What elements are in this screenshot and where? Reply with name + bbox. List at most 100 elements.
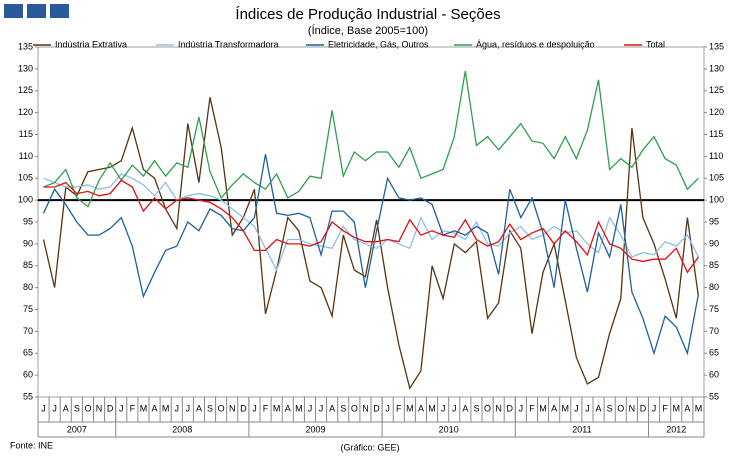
legend-label: Total [646, 39, 665, 49]
x-tick-label: J [119, 403, 124, 413]
y2-tick-label: 130 [709, 63, 724, 73]
x-tick-label: S [207, 403, 213, 413]
x-tick-label: O [351, 403, 358, 413]
x-tick-label: S [607, 403, 613, 413]
series-line [43, 179, 699, 274]
y-tick-label: 120 [18, 107, 33, 117]
year-label: 2011 [572, 424, 591, 434]
x-tick-label: O [218, 403, 225, 413]
x-tick-label: J [308, 403, 313, 413]
x-tick-label: J [52, 403, 57, 413]
y-tick-label: 70 [23, 326, 33, 336]
chart-subtitle: (Índice, Base 2005=100) [308, 24, 428, 37]
y2-tick-label: 60 [709, 370, 719, 380]
y2-tick-label: 95 [709, 216, 719, 226]
x-tick-label: F [263, 403, 269, 413]
logo-block [50, 4, 69, 18]
y2-tick-label: 90 [709, 238, 719, 248]
source: Fonte: INE [10, 440, 53, 450]
plot-area [37, 46, 705, 398]
y-tick-label: 95 [23, 216, 33, 226]
series-line [42, 154, 700, 356]
y-tick-label: 75 [23, 304, 33, 314]
x-tick-label: N [362, 403, 369, 413]
credit: (Gráfico: GEE) [340, 442, 399, 452]
x-tick-label: N [229, 403, 236, 413]
y2-tick-label: 70 [709, 326, 719, 336]
x-tick-label: N [629, 403, 636, 413]
x-tick-label: A [462, 403, 468, 413]
logo-block [27, 4, 46, 18]
x-tick-label: J [385, 403, 390, 413]
y-tick-label: 65 [23, 348, 33, 358]
x-tick-label: J [41, 403, 46, 413]
year-label: 2008 [172, 424, 192, 434]
chart-title: Índices de Produção Industrial - Seções [235, 6, 500, 23]
year-label: 2007 [67, 424, 87, 434]
y2-tick-label: 115 [709, 129, 723, 139]
x-tick-label: J [319, 403, 324, 413]
x-tick-label: A [196, 403, 202, 413]
y2-tick-label: 65 [709, 348, 719, 358]
series-line [42, 97, 700, 390]
x-tick-label: F [529, 403, 535, 413]
x-tick-label: M [539, 403, 547, 413]
x-tick-label: M [406, 403, 414, 413]
x-tick-label: O [617, 403, 624, 413]
x-tick-label: D [107, 403, 114, 413]
x-tick-label: N [495, 403, 502, 413]
logo-block [4, 4, 23, 18]
y-tick-label: 135 [18, 41, 33, 51]
x-tick-label: S [473, 403, 479, 413]
x-tick-label: F [396, 403, 402, 413]
x-tick-label: J [585, 403, 590, 413]
y-tick-label: 110 [19, 151, 33, 161]
y-tick-label: 105 [18, 173, 33, 183]
x-tick-label: J [574, 403, 579, 413]
x-tick-label: J [186, 403, 191, 413]
y2-tick-label: 100 [709, 195, 724, 205]
x-tick-label: M [562, 403, 570, 413]
y2-tick-label: 75 [709, 304, 719, 314]
x-tick-label: O [84, 403, 91, 413]
x-tick-label: M [140, 403, 148, 413]
x-tick-label: J [452, 403, 457, 413]
x-tick-label: A [418, 403, 424, 413]
x-tick-label: S [74, 403, 80, 413]
y-tick-label: 125 [18, 85, 33, 95]
x-tick-label: F [130, 403, 136, 413]
x-tick-label: A [329, 403, 335, 413]
x-tick-label: O [484, 403, 491, 413]
y2-tick-label: 135 [709, 41, 724, 51]
series-line [43, 173, 699, 272]
x-tick-label: D [373, 403, 380, 413]
y2-tick-label: 80 [709, 282, 719, 292]
x-tick-label: A [551, 403, 557, 413]
x-tick-label: A [63, 403, 69, 413]
y2-tick-label: 85 [709, 260, 719, 270]
x-tick-label: M [428, 403, 436, 413]
y-tick-label: 90 [23, 238, 33, 248]
y-tick-label: 55 [23, 391, 33, 401]
y-tick-label: 60 [23, 370, 33, 380]
x-tick-label: A [152, 403, 158, 413]
y2-tick-label: 110 [709, 151, 723, 161]
x-tick-label: J [252, 403, 257, 413]
y-tick-label: 130 [18, 63, 33, 73]
y-tick-label: 100 [18, 195, 33, 205]
x-tick-label: M [162, 403, 170, 413]
legend-label: Indústria Extrativa [55, 39, 127, 49]
x-tick-label: M [673, 403, 681, 413]
y2-tick-label: 125 [709, 85, 724, 95]
legend-label: Eletricidade, Gás, Outros [328, 39, 429, 49]
x-tick-label: J [175, 403, 180, 413]
x-tick-label: M [295, 403, 303, 413]
x-tick-label: A [684, 403, 690, 413]
x-tick-label: D [507, 403, 514, 413]
x-tick-label: M [273, 403, 281, 413]
year-label: 2009 [305, 424, 325, 434]
year-label: 2010 [439, 424, 459, 434]
series-line [43, 70, 699, 208]
x-tick-label: J [441, 403, 446, 413]
y2-tick-label: 120 [709, 107, 724, 117]
